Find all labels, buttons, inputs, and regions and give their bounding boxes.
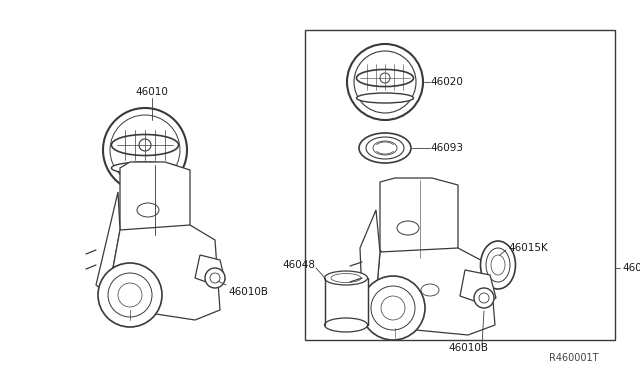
Polygon shape (375, 248, 495, 335)
Polygon shape (325, 278, 368, 325)
Circle shape (110, 115, 180, 185)
Text: R460001T: R460001T (548, 353, 598, 363)
Ellipse shape (491, 255, 505, 275)
Ellipse shape (366, 137, 404, 159)
Circle shape (474, 288, 494, 308)
Ellipse shape (111, 135, 179, 155)
Circle shape (381, 296, 405, 320)
Circle shape (108, 273, 152, 317)
Polygon shape (96, 192, 120, 295)
Ellipse shape (111, 162, 179, 174)
Ellipse shape (359, 133, 411, 163)
Ellipse shape (397, 221, 419, 235)
Ellipse shape (421, 284, 439, 296)
Circle shape (98, 263, 162, 327)
Polygon shape (380, 178, 458, 262)
Polygon shape (195, 255, 225, 285)
Polygon shape (120, 162, 190, 240)
Polygon shape (360, 210, 380, 310)
Polygon shape (460, 270, 496, 304)
Polygon shape (108, 225, 220, 320)
Text: 46093: 46093 (430, 143, 463, 153)
Ellipse shape (356, 70, 413, 87)
Circle shape (479, 293, 489, 303)
Text: 46010B: 46010B (228, 287, 268, 297)
Circle shape (118, 283, 142, 307)
Circle shape (205, 268, 225, 288)
Ellipse shape (324, 318, 367, 332)
Text: 46048: 46048 (282, 260, 315, 270)
Circle shape (103, 108, 187, 192)
Circle shape (139, 139, 151, 151)
Ellipse shape (331, 273, 361, 282)
Ellipse shape (324, 271, 367, 285)
Circle shape (361, 276, 425, 340)
Circle shape (380, 73, 390, 83)
Circle shape (210, 273, 220, 283)
Ellipse shape (137, 203, 159, 217)
Circle shape (371, 286, 415, 330)
Text: 46010: 46010 (622, 263, 640, 273)
Bar (305, 30, 615, 340)
Ellipse shape (356, 93, 413, 103)
Text: 46015K: 46015K (508, 243, 548, 253)
Text: 46020: 46020 (430, 77, 463, 87)
Text: 46010: 46010 (136, 87, 168, 97)
Text: 46010B: 46010B (448, 343, 488, 353)
Circle shape (354, 51, 416, 113)
Ellipse shape (481, 241, 515, 289)
Ellipse shape (486, 248, 510, 282)
Ellipse shape (373, 141, 397, 155)
Circle shape (347, 44, 423, 120)
